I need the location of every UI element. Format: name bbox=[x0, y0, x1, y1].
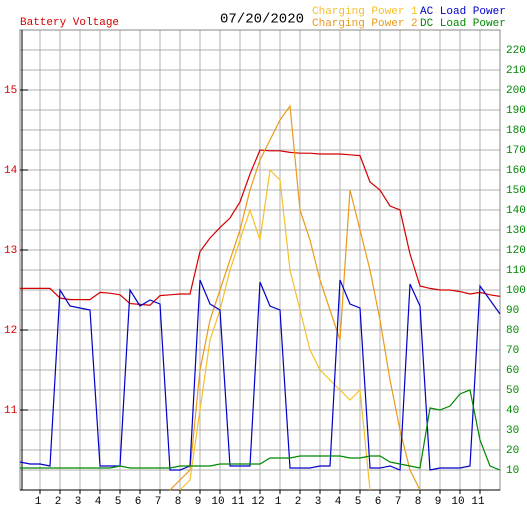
x-tick-label: 6 bbox=[375, 496, 382, 508]
x-tick-label: 8 bbox=[175, 496, 182, 508]
y2-tick-label: 150 bbox=[506, 185, 526, 197]
series-line bbox=[179, 168, 371, 491]
x-tick-label: 4 bbox=[335, 496, 342, 508]
y-tick-label: 11 bbox=[4, 405, 18, 417]
y2-tick-label: 40 bbox=[506, 405, 519, 417]
y2-tick-label: 50 bbox=[506, 385, 519, 397]
series-line bbox=[19, 279, 501, 471]
x-tick-label: 8 bbox=[415, 496, 422, 508]
y2-tick-label: 90 bbox=[506, 305, 519, 317]
y-tick-label: 13 bbox=[4, 245, 17, 257]
x-tick-label: 10 bbox=[211, 496, 224, 508]
y2-tick-label: 110 bbox=[506, 265, 526, 277]
x-tick-label: 2 bbox=[55, 496, 62, 508]
y2-tick-label: 30 bbox=[506, 425, 519, 437]
x-tick-label: 5 bbox=[115, 496, 122, 508]
y2-tick-label: 10 bbox=[506, 465, 519, 477]
legend-entry: Charging Power 2 bbox=[312, 18, 418, 30]
legend-entry: AC Load Power bbox=[420, 6, 506, 18]
y2-tick-label: 60 bbox=[506, 365, 519, 377]
y2-tick-label: 220 bbox=[506, 45, 526, 57]
chart-title: 07/20/2020 bbox=[220, 12, 304, 28]
y2-tick-label: 200 bbox=[506, 85, 526, 97]
y2-tick-label: 20 bbox=[506, 445, 519, 457]
x-tick-label: 7 bbox=[395, 496, 402, 508]
x-tick-label: 1 bbox=[275, 496, 282, 508]
y2-tick-label: 210 bbox=[506, 65, 526, 77]
x-tick-label: 3 bbox=[315, 496, 322, 508]
y2-tick-label: 80 bbox=[506, 325, 519, 337]
y2-tick-label: 70 bbox=[506, 345, 519, 357]
x-tick-label: 11 bbox=[471, 496, 485, 508]
x-tick-label: 3 bbox=[75, 496, 82, 508]
x-tick-label: 2 bbox=[295, 496, 302, 508]
y-tick-label: 14 bbox=[4, 165, 18, 177]
x-tick-label: 9 bbox=[435, 496, 442, 508]
x-tick-label: 9 bbox=[195, 496, 202, 508]
x-tick-label: 11 bbox=[231, 496, 245, 508]
legend-entry: DC Load Power bbox=[420, 18, 506, 30]
series-line bbox=[20, 149, 501, 306]
x-tick-label: 5 bbox=[355, 496, 362, 508]
x-tick-label: 4 bbox=[95, 496, 102, 508]
y2-tick-label: 180 bbox=[506, 125, 526, 137]
x-tick-label: 10 bbox=[451, 496, 464, 508]
x-tick-label: 6 bbox=[135, 496, 142, 508]
y2-tick-label: 190 bbox=[506, 105, 526, 117]
y2-tick-label: 160 bbox=[506, 165, 526, 177]
y2-tick-label: 130 bbox=[506, 225, 526, 237]
y2-tick-label: 120 bbox=[506, 245, 526, 257]
series-line bbox=[169, 104, 421, 491]
y2-tick-label: 140 bbox=[506, 205, 526, 217]
y2-tick-label: 170 bbox=[506, 145, 526, 157]
series-line bbox=[20, 389, 501, 471]
x-tick-label: 12 bbox=[251, 496, 264, 508]
y2-tick-label: 100 bbox=[506, 285, 526, 297]
legend-entry: Battery Voltage bbox=[20, 17, 119, 29]
x-tick-label: 1 bbox=[35, 496, 42, 508]
y-tick-label: 15 bbox=[4, 85, 17, 97]
legend-entry: Charging Power 1 bbox=[312, 6, 418, 18]
x-tick-label: 7 bbox=[155, 496, 162, 508]
y-tick-label: 12 bbox=[4, 325, 17, 337]
